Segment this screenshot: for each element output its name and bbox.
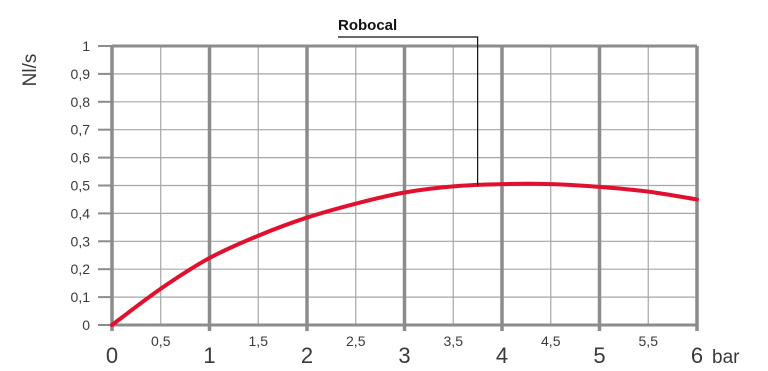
annotation-layer: Robocal [338,17,479,186]
series-label-robocal: Robocal [338,17,397,34]
x-tick-label-minor: 1,5 [249,333,269,349]
x-axis-unit-label: bar [712,347,740,368]
y-axis-label: Nl/s [20,54,41,87]
x-tick-label-major: 2 [301,343,313,368]
x-tick-label-minor: 4,5 [541,333,561,349]
x-tick-label-major: 1 [203,343,215,368]
y-tick-label: 0,4 [71,205,91,221]
tick-labels: 0 0,1 0,2 0,3 0,4 0,5 0,6 0,7 0,8 0,9 1 0 1 2 3 4 5 6 0,5 1… [71,38,704,368]
series-layer [110,181,699,327]
y-tick-label: 0,9 [71,66,91,82]
series-line-robocal [110,181,699,327]
x-tick-label-major: 4 [496,343,508,368]
x-tick-label-major: 6 [691,343,703,368]
x-tick-label-minor: 5,5 [639,333,659,349]
x-tick-label-minor: 2,5 [346,333,366,349]
x-tick-label-minor: 0,5 [151,333,171,349]
y-tick-label: 1 [82,38,90,54]
y-tick-label: 0,1 [71,289,91,305]
annotation-leader-line [338,36,479,186]
y-tick-label: 0,5 [71,178,91,194]
x-tick-label-major: 3 [398,343,410,368]
y-tick-label: 0,8 [71,94,91,110]
y-tick-label: 0 [82,317,90,333]
y-tick-label: 0,2 [71,261,91,277]
y-tick-label: 0,3 [71,233,91,249]
y-tick-label: 0,7 [71,122,91,138]
grid [98,44,699,331]
x-tick-label-major: 5 [593,343,605,368]
x-tick-label-minor: 3,5 [444,333,464,349]
x-tick-label-major: 0 [106,343,118,368]
y-tick-label: 0,6 [71,150,91,166]
